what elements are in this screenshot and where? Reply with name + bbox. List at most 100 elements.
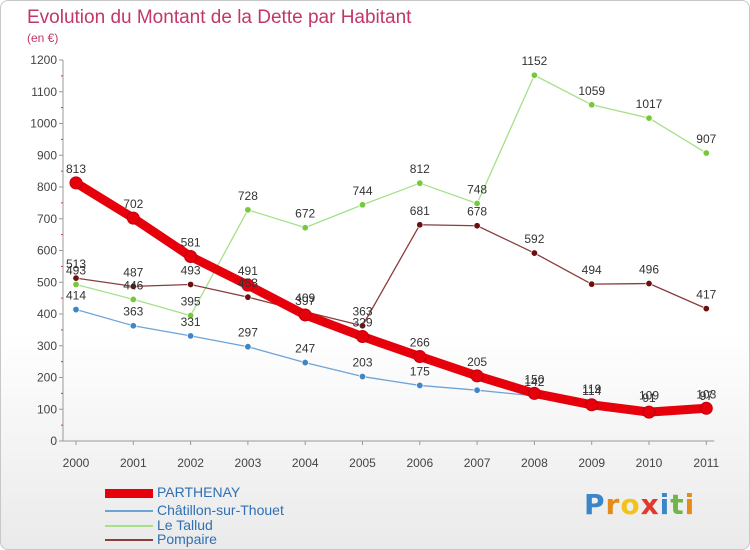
data-label-parthenay: 581 [181, 236, 201, 250]
data-point-pompaire [187, 280, 195, 288]
data-point-parthenay [527, 386, 541, 400]
data-point-le-tallud [358, 201, 366, 209]
x-tick-label: 2007 [464, 456, 491, 470]
data-label-chatillon-sur-thouet: 109 [639, 388, 659, 402]
data-label-chatillon-sur-thouet: 414 [66, 289, 86, 303]
data-point-chatillon-sur-thouet [358, 373, 366, 381]
data-label-le-tallud: 493 [66, 263, 86, 277]
x-tick-label: 2000 [63, 456, 90, 470]
x-tick-label: 2001 [120, 456, 147, 470]
y-tick-label: 200 [37, 371, 57, 385]
data-label-le-tallud: 748 [467, 183, 487, 197]
y-tick-label: 1100 [31, 85, 57, 99]
data-label-parthenay: 397 [295, 294, 315, 308]
data-label-le-tallud: 728 [238, 189, 258, 203]
data-label-le-tallud: 672 [295, 207, 315, 221]
data-point-chatillon-sur-thouet [301, 359, 309, 367]
legend-label-pompaire: Pompaire [157, 531, 217, 547]
data-label-pompaire: 409 [295, 291, 315, 305]
data-label-parthenay: 91 [642, 391, 656, 405]
data-point-chatillon-sur-thouet [416, 381, 424, 389]
data-point-chatillon-sur-thouet [72, 306, 80, 314]
x-tick-label: 2009 [578, 456, 605, 470]
y-tick-label: 100 [37, 402, 57, 416]
x-tick-label: 2003 [235, 456, 262, 470]
legend-label-le-tallud: Le Tallud [157, 517, 213, 533]
data-point-le-tallud [473, 200, 481, 208]
data-point-pompaire [129, 282, 137, 290]
data-point-le-tallud [416, 179, 424, 187]
legend-label-chatillon: Châtillon-sur-Thouet [157, 502, 284, 518]
data-label-chatillon-sur-thouet: 247 [295, 342, 315, 356]
legend-swatch-chatillon [105, 510, 153, 512]
data-point-pompaire [416, 221, 424, 229]
data-label-chatillon-sur-thouet: 119 [582, 382, 601, 396]
logo-letter: x [640, 488, 660, 521]
data-point-le-tallud [72, 280, 80, 288]
data-point-parthenay [413, 350, 427, 364]
data-label-pompaire: 453 [238, 276, 258, 290]
y-tick-label: 1000 [30, 117, 57, 131]
chart-title: Evolution du Montant de la Dette par Hab… [27, 7, 412, 28]
chart-unit: (en €) [27, 31, 59, 45]
data-label-parthenay: 329 [352, 316, 372, 330]
series-line-le-tallud [75, 74, 707, 317]
data-point-le-tallud [530, 71, 538, 79]
data-point-chatillon-sur-thouet [473, 386, 481, 394]
data-label-chatillon-sur-thouet: 203 [352, 356, 372, 370]
data-label-chatillon-sur-thouet: 97 [700, 389, 714, 403]
data-label-chatillon-sur-thouet: 175 [410, 364, 430, 378]
x-tick-label: 2004 [292, 456, 319, 470]
logo-letter: t [670, 488, 685, 521]
data-point-parthenay [69, 176, 83, 190]
y-tick-label: 600 [37, 244, 57, 258]
data-point-le-tallud [187, 312, 195, 320]
data-label-le-tallud: 1017 [636, 97, 663, 111]
legend-label-parthenay: PARTHENAY [157, 484, 241, 500]
data-point-parthenay [699, 401, 713, 415]
logo-letter: r [605, 488, 621, 521]
data-point-pompaire [645, 280, 653, 288]
data-label-parthenay: 491 [238, 264, 258, 278]
data-label-pompaire: 681 [410, 204, 430, 218]
legend-swatch-le-tallud [105, 525, 153, 527]
data-point-le-tallud [588, 101, 596, 109]
series-line-parthenay [71, 178, 711, 417]
data-label-le-tallud: 395 [181, 295, 201, 309]
y-tick-label: 0 [50, 434, 57, 448]
series-line-chatillon-sur-thouet [75, 308, 707, 411]
data-label-le-tallud: 1152 [521, 54, 547, 68]
data-point-le-tallud [129, 295, 137, 303]
data-label-le-tallud: 907 [696, 132, 716, 146]
data-label-pompaire: 494 [582, 263, 602, 277]
legend-swatch-parthenay [105, 489, 153, 498]
data-label-pompaire: 678 [467, 205, 487, 219]
data-label-parthenay: 702 [123, 197, 143, 211]
data-label-pompaire: 496 [639, 263, 659, 277]
data-point-pompaire [72, 274, 80, 282]
legend-swatch-pompaire [105, 539, 153, 541]
data-label-parthenay: 813 [66, 162, 86, 176]
data-label-chatillon-sur-thouet: 142 [524, 375, 544, 389]
x-tick-label: 2006 [406, 456, 433, 470]
data-label-parthenay: 205 [467, 355, 487, 369]
data-point-le-tallud [645, 114, 653, 122]
data-point-pompaire [530, 249, 538, 257]
y-tick-label: 400 [37, 307, 57, 321]
data-label-pompaire: 417 [696, 288, 716, 302]
y-tick-label: 800 [37, 180, 57, 194]
y-tick-label: 300 [37, 339, 57, 353]
data-label-chatillon-sur-thouet: 363 [123, 305, 143, 319]
x-tick-label: 2011 [693, 456, 719, 470]
data-label-le-tallud: 744 [352, 184, 372, 198]
data-point-chatillon-sur-thouet [187, 332, 195, 340]
data-label-chatillon-sur-thouet: 297 [238, 326, 258, 340]
data-point-parthenay [642, 405, 656, 419]
data-label-chatillon-sur-thouet: 331 [181, 315, 201, 329]
data-label-parthenay: 103 [696, 387, 716, 401]
data-point-parthenay [356, 330, 369, 344]
data-point-parthenay [241, 278, 255, 292]
data-point-pompaire [358, 322, 366, 330]
